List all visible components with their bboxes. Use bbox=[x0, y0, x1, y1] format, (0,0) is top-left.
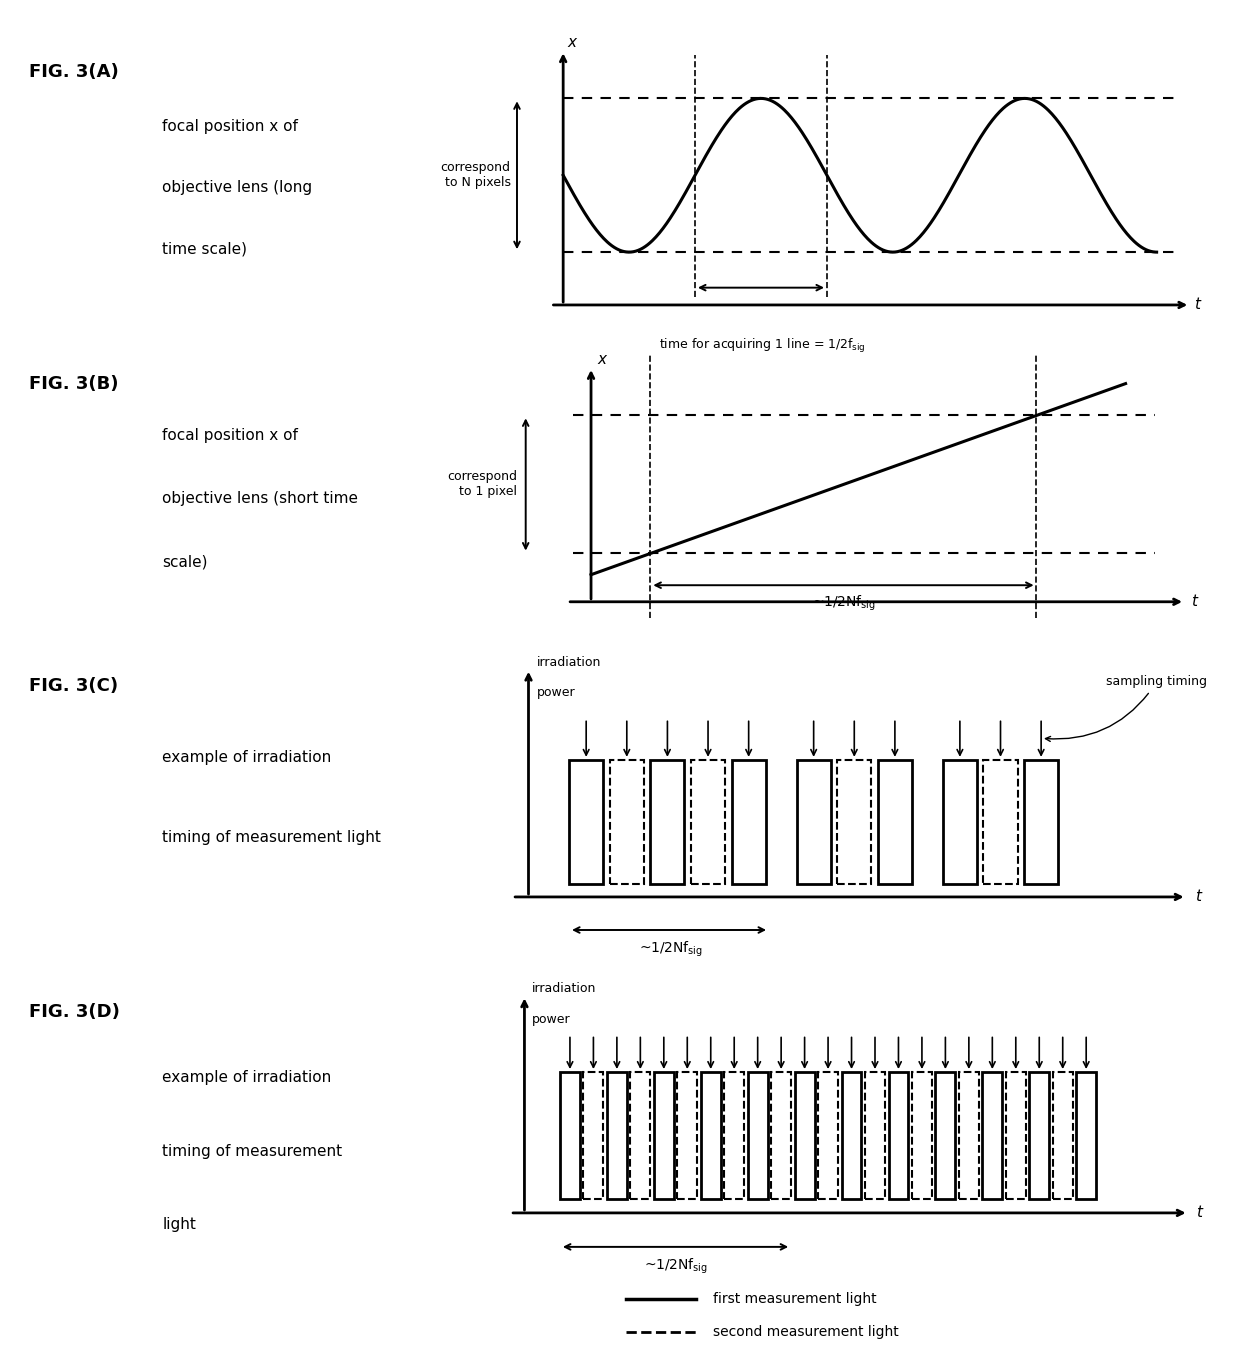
Text: focal position x of: focal position x of bbox=[162, 428, 299, 443]
Text: t: t bbox=[1194, 298, 1200, 313]
Bar bbox=[983, 760, 1018, 883]
Bar bbox=[677, 1072, 697, 1199]
Text: example of irradiation: example of irradiation bbox=[162, 1071, 331, 1086]
Bar bbox=[1024, 760, 1058, 883]
Text: first measurement light: first measurement light bbox=[713, 1292, 877, 1306]
Bar bbox=[560, 1072, 580, 1199]
Text: light: light bbox=[162, 1218, 196, 1233]
Text: time scale): time scale) bbox=[162, 242, 248, 257]
Text: FIG. 3(A): FIG. 3(A) bbox=[30, 63, 119, 82]
Text: t: t bbox=[1194, 889, 1200, 905]
Text: FIG. 3(B): FIG. 3(B) bbox=[30, 375, 119, 393]
Text: time for acquiring 1 line = 1/2f$_\mathregular{sig}$: time for acquiring 1 line = 1/2f$_\mathr… bbox=[660, 337, 866, 355]
Bar bbox=[889, 1072, 909, 1199]
Text: x: x bbox=[568, 35, 577, 50]
Text: FIG. 3(C): FIG. 3(C) bbox=[30, 677, 119, 694]
Bar bbox=[748, 1072, 768, 1199]
Text: ~1/2Nf$_\mathregular{sig}$: ~1/2Nf$_\mathregular{sig}$ bbox=[639, 940, 703, 959]
Bar bbox=[942, 760, 977, 883]
Bar bbox=[796, 760, 831, 883]
Text: irradiation: irradiation bbox=[532, 983, 596, 995]
Bar bbox=[771, 1072, 791, 1199]
Text: second measurement light: second measurement light bbox=[713, 1325, 899, 1339]
Bar bbox=[701, 1072, 720, 1199]
Bar bbox=[610, 760, 644, 883]
Bar bbox=[982, 1072, 1002, 1199]
Text: timing of measurement light: timing of measurement light bbox=[162, 829, 382, 845]
Bar bbox=[959, 1072, 978, 1199]
Text: focal position x of: focal position x of bbox=[162, 118, 299, 133]
Bar bbox=[1053, 1072, 1073, 1199]
Text: sampling timing: sampling timing bbox=[1045, 675, 1207, 742]
Text: t: t bbox=[1195, 1205, 1202, 1220]
Text: timing of measurement: timing of measurement bbox=[162, 1144, 342, 1159]
Bar bbox=[691, 760, 725, 883]
Bar bbox=[569, 760, 603, 883]
Bar bbox=[724, 1072, 744, 1199]
Bar bbox=[653, 1072, 673, 1199]
Bar bbox=[795, 1072, 815, 1199]
Text: objective lens (long: objective lens (long bbox=[162, 181, 312, 196]
Bar bbox=[842, 1072, 862, 1199]
Text: scale): scale) bbox=[162, 554, 208, 569]
Bar bbox=[818, 1072, 838, 1199]
Bar bbox=[935, 1072, 955, 1199]
Text: correspond
to 1 pixel: correspond to 1 pixel bbox=[446, 470, 517, 499]
Text: x: x bbox=[596, 352, 606, 367]
Text: correspond
to N pixels: correspond to N pixels bbox=[440, 162, 511, 189]
Text: ~1/2Nf$_\mathregular{sig}$: ~1/2Nf$_\mathregular{sig}$ bbox=[811, 594, 875, 613]
Bar bbox=[1006, 1072, 1025, 1199]
Bar bbox=[584, 1072, 604, 1199]
Text: ~1/2Nf$_\mathregular{sig}$: ~1/2Nf$_\mathregular{sig}$ bbox=[644, 1257, 708, 1276]
Text: power: power bbox=[537, 685, 575, 699]
Bar bbox=[1029, 1072, 1049, 1199]
Bar bbox=[866, 1072, 885, 1199]
Bar bbox=[650, 760, 684, 883]
Text: objective lens (short time: objective lens (short time bbox=[162, 491, 358, 506]
Text: example of irradiation: example of irradiation bbox=[162, 750, 331, 765]
Bar bbox=[911, 1072, 932, 1199]
Bar bbox=[878, 760, 911, 883]
Bar bbox=[1076, 1072, 1096, 1199]
Bar bbox=[606, 1072, 627, 1199]
Bar bbox=[630, 1072, 650, 1199]
Text: power: power bbox=[532, 1012, 570, 1026]
Bar bbox=[732, 760, 766, 883]
Text: FIG. 3(D): FIG. 3(D) bbox=[30, 1003, 120, 1021]
Text: t: t bbox=[1190, 594, 1197, 609]
Text: irradiation: irradiation bbox=[537, 656, 601, 669]
Bar bbox=[837, 760, 872, 883]
